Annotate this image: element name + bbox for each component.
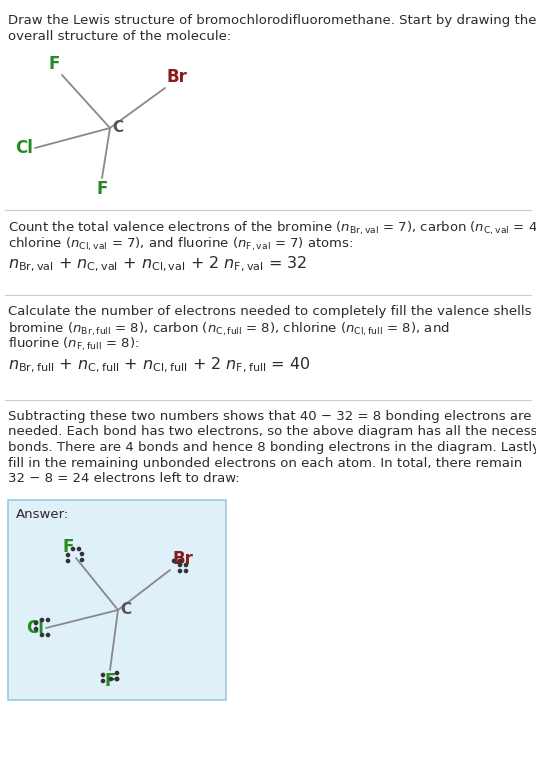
Text: C: C (120, 602, 131, 618)
Text: needed. Each bond has two electrons, so the above diagram has all the necessary: needed. Each bond has two electrons, so … (8, 425, 536, 438)
Circle shape (40, 633, 43, 636)
Circle shape (80, 559, 84, 562)
Text: fluorine ($n_{\rm F,full}$ = 8):: fluorine ($n_{\rm F,full}$ = 8): (8, 336, 139, 353)
Text: Count the total valence electrons of the bromine ($n_{\rm Br,val}$ = 7), carbon : Count the total valence electrons of the… (8, 220, 536, 237)
Text: F: F (105, 672, 116, 690)
Circle shape (77, 547, 80, 551)
Text: Subtracting these two numbers shows that 40 − 32 = 8 bonding electrons are: Subtracting these two numbers shows that… (8, 410, 532, 423)
Text: F: F (49, 55, 60, 73)
Circle shape (178, 570, 182, 573)
Text: Cl: Cl (15, 139, 33, 157)
Text: $n_{\rm Br,full}$ + $n_{\rm C,full}$ + $n_{\rm Cl,full}$ + 2 $n_{\rm F,full}$ = : $n_{\rm Br,full}$ + $n_{\rm C,full}$ + $… (8, 355, 311, 375)
Circle shape (115, 677, 118, 681)
FancyBboxPatch shape (8, 500, 226, 700)
Circle shape (34, 628, 38, 631)
Circle shape (71, 547, 75, 551)
Text: bromine ($n_{\rm Br,full}$ = 8), carbon ($n_{\rm C,full}$ = 8), chlorine ($n_{\r: bromine ($n_{\rm Br,full}$ = 8), carbon … (8, 320, 450, 338)
Circle shape (47, 618, 50, 622)
Text: Draw the Lewis structure of bromochlorodifluoromethane. Start by drawing the: Draw the Lewis structure of bromochlorod… (8, 14, 536, 27)
Text: F: F (96, 180, 108, 198)
Circle shape (47, 633, 50, 636)
Circle shape (101, 680, 105, 683)
Circle shape (184, 570, 188, 573)
Text: 32 − 8 = 24 electrons left to draw:: 32 − 8 = 24 electrons left to draw: (8, 472, 240, 485)
Circle shape (178, 559, 182, 563)
Circle shape (80, 553, 84, 556)
Text: overall structure of the molecule:: overall structure of the molecule: (8, 29, 231, 43)
Text: Calculate the number of electrons needed to completely fill the valence shells f: Calculate the number of electrons needed… (8, 305, 536, 318)
Circle shape (115, 677, 118, 681)
Circle shape (101, 674, 105, 677)
Circle shape (178, 563, 182, 566)
Circle shape (115, 671, 118, 674)
Text: Br: Br (167, 68, 188, 86)
Text: C: C (112, 120, 123, 136)
Text: Br: Br (172, 550, 193, 568)
Circle shape (34, 622, 38, 625)
Text: fill in the remaining unbonded electrons on each atom. In total, there remain: fill in the remaining unbonded electrons… (8, 456, 522, 469)
Text: F: F (63, 538, 74, 556)
Text: Cl: Cl (26, 619, 44, 637)
Circle shape (184, 563, 188, 566)
Circle shape (173, 559, 176, 563)
Text: $n_{\rm Br,val}$ + $n_{\rm C,val}$ + $n_{\rm Cl,val}$ + 2 $n_{\rm F,val}$ = 32: $n_{\rm Br,val}$ + $n_{\rm C,val}$ + $n_… (8, 255, 308, 274)
Circle shape (109, 677, 113, 681)
Circle shape (66, 559, 70, 563)
Circle shape (40, 618, 43, 622)
Text: bonds. There are 4 bonds and hence 8 bonding electrons in the diagram. Lastly,: bonds. There are 4 bonds and hence 8 bon… (8, 441, 536, 454)
Text: Answer:: Answer: (16, 508, 69, 521)
Circle shape (66, 553, 70, 556)
Text: chlorine ($n_{\rm Cl,val}$ = 7), and fluorine ($n_{\rm F,val}$ = 7) atoms:: chlorine ($n_{\rm Cl,val}$ = 7), and flu… (8, 235, 353, 253)
